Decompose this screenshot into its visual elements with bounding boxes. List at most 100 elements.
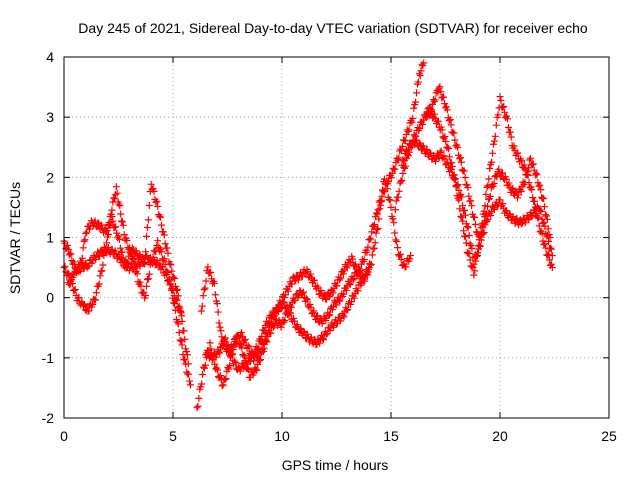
data-point [350, 294, 358, 302]
data-point [186, 377, 194, 385]
data-point [492, 171, 500, 179]
data-point [201, 284, 209, 292]
data-point [244, 342, 252, 350]
data-point [340, 313, 348, 321]
data-point [412, 137, 420, 145]
data-point [441, 133, 449, 141]
data-point [484, 216, 492, 224]
data-point [271, 311, 279, 319]
data-point [279, 298, 287, 306]
data-point [544, 225, 552, 233]
data-point [410, 104, 418, 112]
data-point [372, 229, 380, 237]
data-point [349, 276, 357, 284]
data-point [157, 213, 165, 221]
data-point [185, 370, 193, 378]
data-point [226, 362, 234, 370]
data-point [391, 229, 399, 237]
data-point [160, 255, 168, 263]
data-point [150, 187, 158, 195]
data-point [413, 89, 421, 97]
data-point [287, 309, 295, 317]
data-point [280, 318, 288, 326]
data-point [80, 302, 88, 310]
y-tick-label: 1 [46, 230, 54, 246]
data-point [474, 249, 482, 257]
data-point [184, 360, 192, 368]
data-point [503, 115, 511, 123]
data-point [445, 145, 453, 153]
data-point [159, 228, 167, 236]
series-6 [202, 264, 373, 375]
data-point [220, 335, 228, 343]
data-point [241, 335, 249, 343]
data-point [458, 213, 466, 221]
data-point [546, 234, 554, 241]
data-point [355, 268, 363, 276]
data-point [118, 217, 126, 225]
data-point [232, 359, 240, 367]
data-point [526, 156, 534, 164]
data-point [307, 270, 315, 278]
data-point [517, 220, 525, 228]
data-point [513, 194, 521, 202]
data-point [400, 157, 408, 165]
data-point [505, 179, 513, 187]
data-point [360, 256, 368, 264]
data-point [527, 154, 535, 162]
data-point [178, 312, 186, 320]
grid-lines [64, 57, 609, 418]
data-point [260, 340, 268, 348]
data-point [395, 154, 403, 162]
data-point [136, 278, 144, 286]
data-point [108, 213, 116, 221]
data-point [153, 197, 161, 205]
data-point [283, 302, 291, 310]
data-point [494, 111, 502, 119]
data-point [163, 244, 171, 252]
data-point [232, 340, 240, 348]
data-point [225, 365, 233, 373]
data-point [542, 212, 550, 220]
data-point [364, 243, 372, 251]
data-point [109, 217, 117, 225]
data-point [143, 276, 151, 284]
data-point [111, 191, 119, 199]
data-point [485, 175, 493, 183]
chart-title: Day 245 of 2021, Sidereal Day-to-day VTE… [78, 20, 588, 36]
data-point [254, 344, 262, 352]
data-point [277, 323, 285, 331]
data-point [342, 286, 350, 294]
data-point [380, 175, 388, 183]
data-point [399, 169, 407, 177]
data-point [112, 223, 120, 231]
data-point [368, 251, 376, 259]
data-point [94, 219, 102, 227]
data-point [316, 339, 324, 347]
data-point [282, 303, 290, 311]
data-point [520, 161, 528, 169]
data-point [418, 61, 426, 69]
data-point [546, 244, 554, 252]
x-axis-label: GPS time / hours [282, 457, 389, 473]
data-point [329, 289, 337, 297]
data-point [394, 193, 402, 201]
data-point [547, 260, 555, 268]
data-point [369, 245, 377, 253]
data-point [374, 206, 382, 214]
data-point [465, 249, 473, 257]
data-point [459, 202, 467, 210]
data-point [302, 295, 310, 303]
data-point [466, 240, 474, 248]
data-point [543, 215, 551, 223]
data-point [407, 252, 415, 260]
data-point [208, 356, 216, 364]
data-point [536, 206, 544, 214]
data-point [264, 319, 272, 327]
series-9 [422, 83, 554, 241]
data-point [422, 147, 430, 155]
data-point [211, 360, 219, 368]
data-point [313, 312, 321, 320]
data-point [177, 308, 185, 316]
data-point [249, 351, 257, 359]
